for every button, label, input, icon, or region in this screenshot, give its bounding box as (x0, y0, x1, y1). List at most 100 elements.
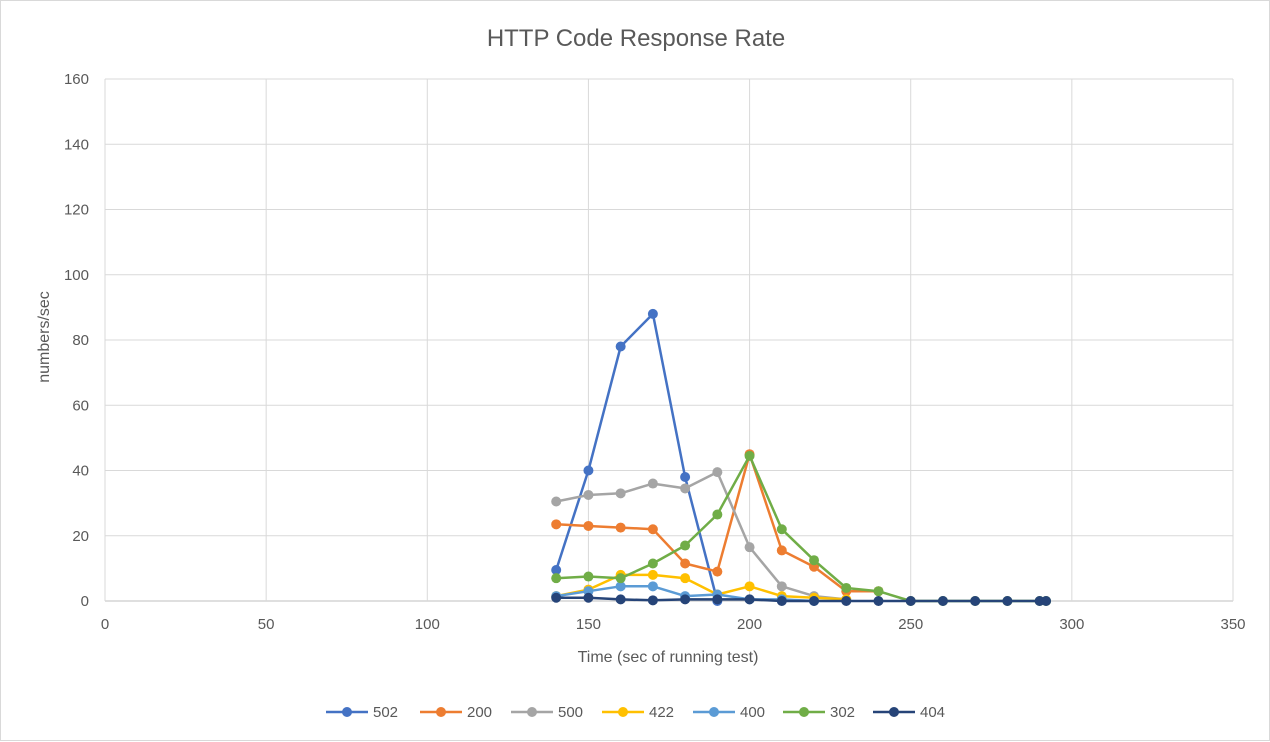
data-point-404 (551, 592, 562, 603)
data-point-404 (905, 596, 916, 606)
data-point-200 (647, 524, 658, 535)
x-tick-label: 50 (258, 616, 275, 633)
x-tick-label: 200 (737, 616, 762, 633)
data-point-500 (647, 478, 658, 489)
data-point-404 (809, 596, 820, 606)
legend-label: 500 (558, 704, 583, 721)
x-tick-label: 100 (415, 616, 440, 633)
data-point-500 (744, 542, 755, 553)
legend-swatch-marker (889, 707, 899, 717)
x-tick-label: 0 (101, 616, 109, 633)
series-404 (551, 592, 1052, 606)
x-tick-label: 150 (576, 616, 601, 633)
data-point-404 (1041, 596, 1052, 606)
legend-item-400: 400 (693, 704, 765, 721)
legend-swatch-marker (618, 707, 628, 717)
x-tick-label: 350 (1220, 616, 1245, 633)
data-point-502 (615, 341, 626, 352)
data-point-404 (712, 594, 723, 605)
data-point-200 (712, 566, 723, 577)
chart-title: HTTP Code Response Rate (487, 25, 785, 52)
data-point-404 (680, 594, 691, 605)
legend-swatch-marker (527, 707, 537, 717)
data-point-400 (647, 581, 658, 592)
data-point-404 (647, 595, 658, 606)
data-point-302 (583, 571, 594, 582)
y-tick-label: 60 (72, 397, 89, 414)
legend-label: 400 (740, 704, 765, 721)
legend-swatch-marker (709, 707, 719, 717)
data-point-404 (744, 594, 755, 605)
data-point-500 (583, 489, 594, 500)
y-tick-label: 140 (64, 136, 89, 153)
data-point-200 (776, 545, 787, 556)
legend-item-200: 200 (420, 704, 492, 721)
legend: 502 200 500 422 400 302 404 (326, 704, 945, 721)
data-point-502 (647, 308, 658, 319)
data-point-500 (712, 467, 723, 478)
data-point-500 (776, 581, 787, 592)
y-axis-label: numbers/sec (36, 291, 53, 383)
y-tick-label: 0 (81, 593, 89, 610)
y-tick-label: 40 (72, 463, 89, 480)
data-point-422 (680, 573, 691, 584)
data-point-502 (680, 472, 691, 483)
y-tick-label: 20 (72, 528, 89, 545)
data-point-302 (809, 555, 820, 566)
legend-item-502: 502 (326, 704, 398, 721)
data-point-200 (551, 519, 562, 530)
legend-item-404: 404 (873, 704, 945, 721)
data-point-500 (615, 488, 626, 499)
legend-swatch-marker (342, 707, 352, 717)
legend-swatch-marker (436, 707, 446, 717)
data-point-404 (841, 596, 852, 606)
data-point-404 (1002, 596, 1013, 606)
data-point-404 (937, 596, 948, 606)
data-point-422 (647, 569, 658, 580)
data-point-302 (873, 586, 884, 597)
data-point-404 (615, 594, 626, 605)
data-point-302 (776, 524, 787, 535)
legend-item-302: 302 (783, 704, 855, 721)
y-tick-label: 100 (64, 267, 89, 284)
data-point-302 (551, 573, 562, 584)
data-point-200 (680, 558, 691, 569)
data-point-200 (583, 520, 594, 531)
data-point-302 (841, 582, 852, 593)
data-point-302 (647, 558, 658, 569)
legend-item-422: 422 (602, 704, 674, 721)
data-point-400 (615, 581, 626, 592)
legend-label: 200 (467, 704, 492, 721)
data-point-500 (680, 483, 691, 494)
legend-label: 422 (649, 704, 674, 721)
data-point-302 (680, 540, 691, 551)
x-axis-ticks: 0 50 100 150 200 250 300 350 (101, 616, 1246, 633)
data-point-502 (583, 465, 594, 476)
x-tick-label: 250 (898, 616, 923, 633)
data-point-422 (744, 581, 755, 592)
gridlines (104, 78, 1234, 602)
y-tick-label: 120 (64, 202, 89, 219)
series-502 (551, 308, 723, 606)
x-tick-label: 300 (1059, 616, 1084, 633)
x-axis-label: Time (sec of running test) (578, 649, 759, 666)
data-point-302 (744, 450, 755, 461)
series-line-502 (555, 312, 719, 602)
series-line-500 (555, 470, 847, 601)
data-point-302 (712, 509, 723, 520)
legend-label: 404 (920, 704, 945, 721)
legend-label: 302 (830, 704, 855, 721)
series-line-422 (555, 573, 847, 601)
data-point-404 (776, 596, 787, 606)
y-axis-ticks: 0 20 40 60 80 100 120 140 160 (64, 71, 89, 610)
y-tick-label: 160 (64, 71, 89, 88)
data-point-302 (615, 573, 626, 584)
data-point-404 (583, 592, 594, 603)
legend-label: 502 (373, 704, 398, 721)
data-point-200 (615, 522, 626, 533)
legend-swatch-marker (799, 707, 809, 717)
data-point-404 (970, 596, 981, 606)
y-tick-label: 80 (72, 332, 89, 349)
